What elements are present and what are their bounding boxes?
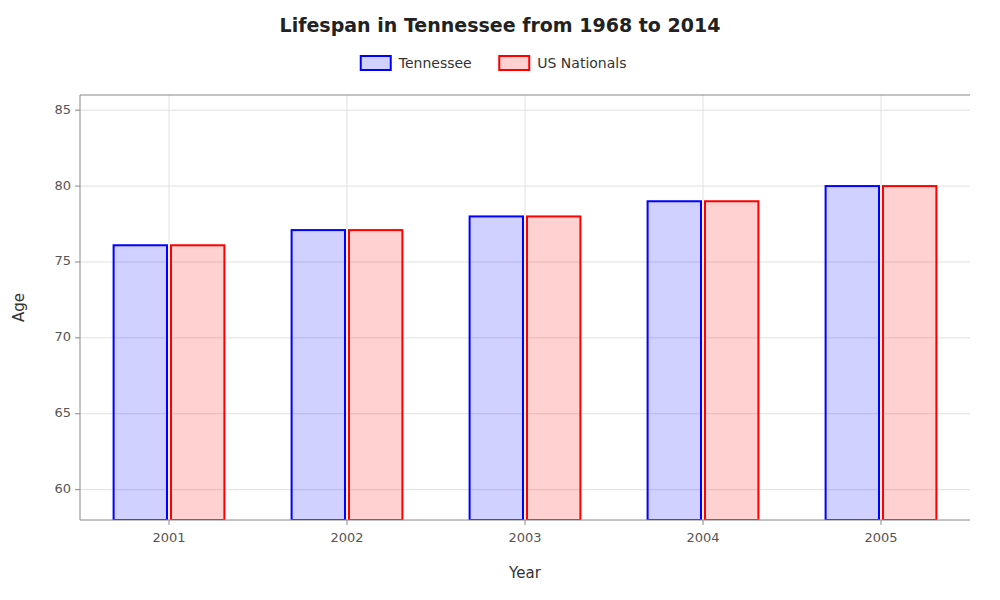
x-tick-label: 2005 <box>864 530 897 545</box>
x-tick-label: 2001 <box>152 530 185 545</box>
y-tick <box>75 489 80 490</box>
bars <box>114 186 937 520</box>
y-tick-label: 60 <box>54 481 71 496</box>
legend-swatch <box>361 56 391 70</box>
y-axis-label: Age <box>10 293 28 322</box>
bar <box>826 186 879 520</box>
y-tick-label: 65 <box>54 405 71 420</box>
x-grid-line <box>881 95 882 520</box>
x-tick-label: 2003 <box>508 530 541 545</box>
chart-svg: 60 65 70 75 80 85 2001 2002 2003 2004 2005 Year Age L… <box>0 0 1000 600</box>
y-tick <box>75 413 80 414</box>
plot-top-line <box>80 95 970 96</box>
bar <box>527 216 580 520</box>
y-tick <box>75 186 80 187</box>
x-axis-label: Year <box>508 564 542 582</box>
x-tick <box>881 520 882 525</box>
y-tick-label: 75 <box>54 253 71 268</box>
x-grid-line <box>169 95 170 520</box>
y-tick-label: 70 <box>54 329 71 344</box>
bar <box>292 230 345 520</box>
x-grid-line <box>525 95 526 520</box>
bar <box>171 245 224 520</box>
x-grid-line <box>703 95 704 520</box>
x-tick <box>169 520 170 525</box>
axes: 60 65 70 75 80 85 2001 2002 2003 2004 2005 <box>54 95 970 545</box>
y-tick <box>75 110 80 111</box>
x-tick-label: 2002 <box>330 530 363 545</box>
bar <box>883 186 936 520</box>
x-tick <box>703 520 704 525</box>
grid <box>80 95 970 520</box>
y-axis-line <box>80 95 81 520</box>
y-tick-label: 85 <box>54 102 71 117</box>
legend: Tennessee US Nationals <box>361 55 627 71</box>
title: Lifespan in Tennessee from 1968 to 2014 <box>280 14 721 36</box>
x-grid-line <box>347 95 348 520</box>
bar <box>648 201 701 520</box>
page: {"chart_data": {"type": "bar", "title": … <box>0 0 1000 600</box>
bar <box>114 245 167 520</box>
x-tick-label: 2004 <box>686 530 719 545</box>
bar <box>470 216 523 520</box>
legend-label: Tennessee <box>398 55 472 71</box>
chart-container: 60 65 70 75 80 85 2001 2002 2003 2004 2005 Year Age L… <box>0 0 1000 600</box>
bar <box>705 201 758 520</box>
x-tick <box>525 520 526 525</box>
legend-swatch <box>499 56 529 70</box>
y-tick <box>75 337 80 338</box>
y-tick <box>75 261 80 262</box>
y-tick-label: 80 <box>54 178 71 193</box>
x-tick <box>347 520 348 525</box>
legend-label: US Nationals <box>537 55 626 71</box>
bar <box>349 230 402 520</box>
